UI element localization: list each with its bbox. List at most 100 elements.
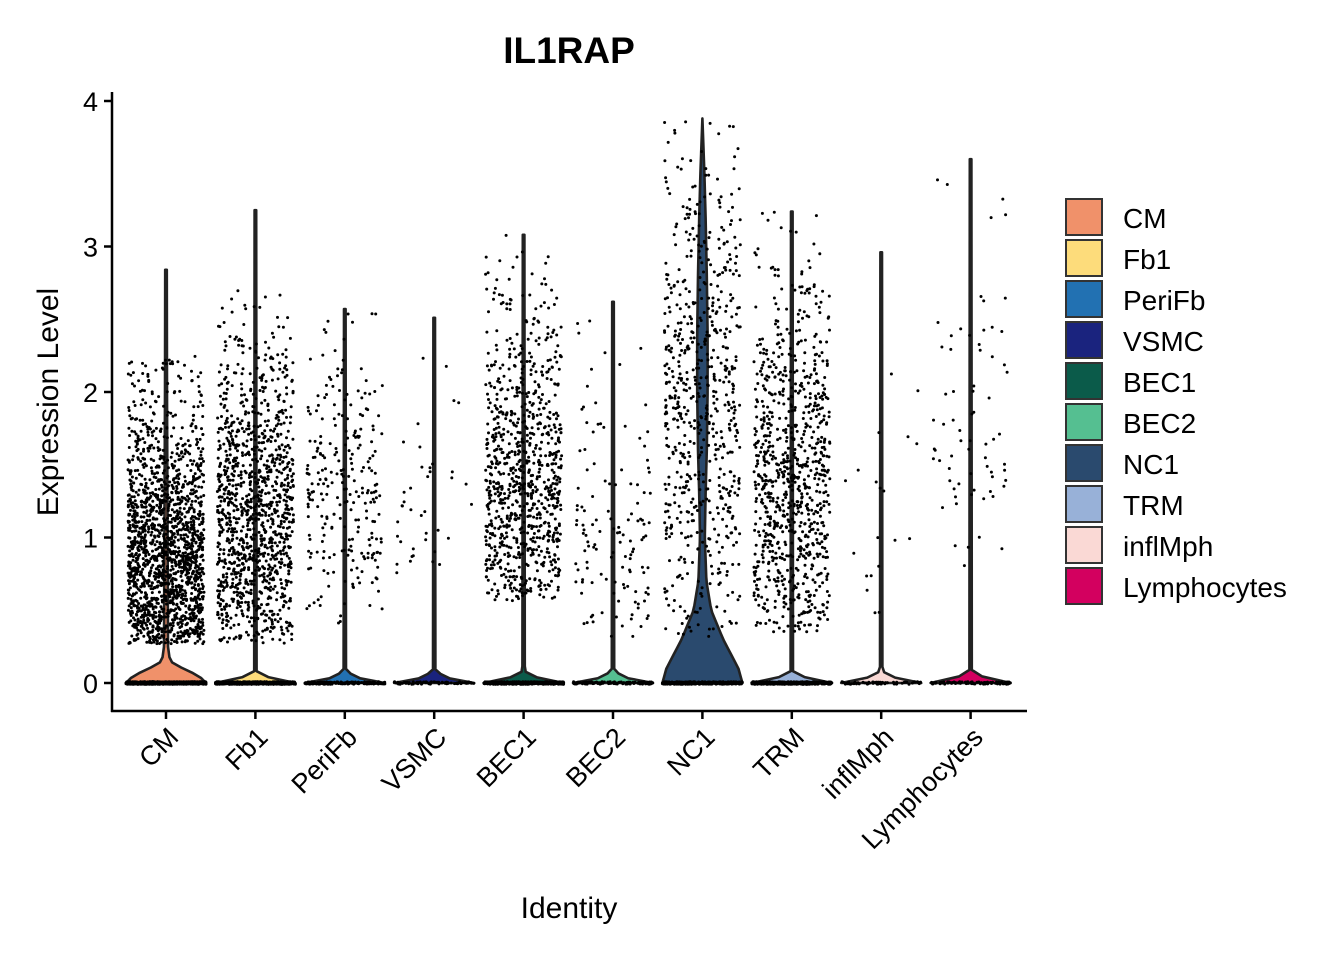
point — [289, 560, 292, 564]
point — [144, 481, 148, 485]
point — [271, 587, 275, 591]
point — [238, 574, 242, 578]
point — [151, 617, 155, 620]
point — [192, 475, 195, 479]
point — [192, 459, 196, 463]
point — [307, 533, 311, 537]
point — [150, 390, 154, 394]
point — [220, 415, 223, 418]
point — [147, 527, 151, 531]
point — [146, 433, 150, 437]
point — [141, 567, 145, 571]
point — [178, 634, 182, 638]
point — [267, 506, 271, 510]
point — [156, 554, 160, 558]
point — [228, 444, 232, 448]
point — [237, 563, 241, 567]
point — [335, 450, 339, 454]
point — [159, 605, 163, 609]
point — [380, 432, 384, 436]
point — [198, 510, 202, 513]
point — [154, 476, 158, 480]
point — [151, 508, 155, 512]
point — [289, 415, 293, 419]
point — [326, 571, 330, 575]
point — [258, 567, 262, 571]
point — [150, 530, 154, 534]
point — [223, 558, 227, 562]
point — [198, 562, 202, 566]
point — [155, 540, 159, 544]
point — [241, 351, 245, 355]
point — [320, 468, 324, 472]
point — [136, 609, 140, 613]
point — [128, 526, 132, 530]
point — [134, 612, 138, 616]
point — [252, 434, 256, 438]
point — [198, 545, 202, 549]
point — [139, 573, 143, 576]
point — [217, 427, 221, 431]
point — [152, 526, 156, 530]
point — [373, 520, 377, 524]
point — [235, 530, 238, 534]
point — [216, 456, 220, 460]
point — [187, 497, 191, 501]
point — [221, 575, 225, 579]
point — [225, 420, 229, 424]
point — [201, 642, 205, 646]
point — [379, 540, 383, 544]
point — [181, 443, 185, 447]
point — [179, 437, 183, 440]
point — [137, 379, 141, 383]
point — [154, 567, 158, 571]
point — [366, 556, 370, 560]
point — [249, 500, 253, 504]
point — [245, 444, 249, 448]
point — [274, 389, 278, 393]
point — [284, 364, 288, 368]
point — [219, 681, 223, 685]
point — [196, 405, 200, 409]
point — [221, 588, 225, 592]
point — [266, 602, 270, 606]
point — [379, 537, 383, 541]
point — [132, 616, 135, 620]
point — [163, 626, 167, 630]
point — [181, 619, 185, 622]
point — [242, 323, 246, 326]
point — [202, 590, 206, 594]
violin-group-PeriFb — [303, 307, 387, 686]
point — [226, 475, 230, 479]
point — [274, 416, 278, 420]
point — [280, 536, 284, 540]
point — [315, 550, 319, 554]
point — [227, 553, 231, 557]
point — [216, 505, 220, 508]
point — [370, 536, 374, 540]
point — [147, 611, 150, 614]
point — [332, 512, 336, 516]
point — [153, 472, 157, 476]
point — [259, 494, 263, 498]
point — [245, 630, 248, 634]
point — [158, 448, 162, 452]
point — [350, 461, 354, 465]
point — [252, 305, 256, 309]
point — [274, 457, 278, 461]
point — [146, 514, 150, 518]
point — [235, 508, 239, 512]
point — [189, 575, 193, 579]
point — [144, 422, 147, 426]
point — [129, 614, 133, 617]
point — [236, 449, 239, 453]
point — [332, 403, 336, 407]
point — [228, 604, 232, 608]
point — [176, 631, 180, 635]
point — [277, 682, 281, 686]
point — [164, 630, 167, 634]
point — [143, 533, 147, 537]
point — [286, 316, 290, 320]
point — [162, 435, 166, 439]
point — [341, 481, 344, 485]
